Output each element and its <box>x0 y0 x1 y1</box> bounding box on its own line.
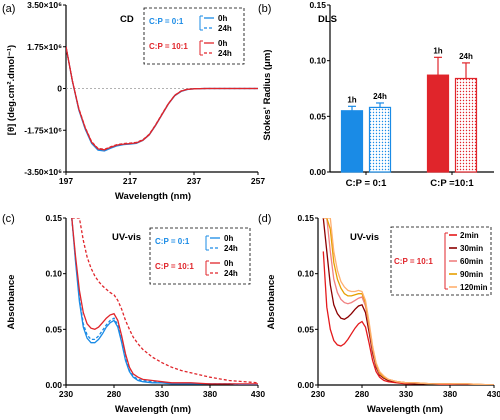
uv-d-x-tick-label: 330 <box>399 389 413 399</box>
cd-legend-entry: 0h <box>218 39 227 48</box>
uv-c-y-tick-label: 0.10 <box>45 269 62 279</box>
dls-y-tick-label: 0.10 <box>309 56 326 66</box>
cd-y-tick-label: -1.75×10⁶ <box>24 125 62 135</box>
dls-group-label: C:P =10:1 <box>430 178 474 189</box>
cd-y-axis-label: [θ] (deg.cm².dmol⁻¹) <box>6 45 17 135</box>
cd-y-tick-label: 1.75×10⁶ <box>27 42 62 52</box>
uv-c-y-tick-label: 0.15 <box>45 213 62 223</box>
panel-label-a: (a) <box>2 3 15 15</box>
uv-c-legend-bracket <box>205 260 209 276</box>
uv-c-line-10-124h <box>71 218 258 384</box>
uv-d-legend-entry: 90min <box>460 270 483 279</box>
uv-c-title: UV-vis <box>112 232 141 243</box>
cd-title: CD <box>120 14 134 25</box>
uv-d-x-tick-label: 430 <box>487 389 500 399</box>
dls-bar <box>454 77 478 173</box>
cd-x-tick-label: 217 <box>123 176 137 186</box>
cd-legend-entry: 24h <box>218 24 232 33</box>
uv-c-legend-entry: 24h <box>224 244 238 253</box>
uv-d-y-tick-label: 0.05 <box>297 324 314 334</box>
cd-legend-group-label: C:P = 10:1 <box>149 42 188 51</box>
uv-c-legend-entry: 24h <box>224 269 238 278</box>
uv-c-x-axis-label: Wavelength (nm) <box>115 404 191 415</box>
uv-c-legend-entry: 0h <box>224 234 233 243</box>
uv-d-legend-entry: 120min <box>460 283 488 292</box>
uv-d-legend-bracket <box>444 232 448 290</box>
uv-c-line-0-124h <box>71 218 258 385</box>
uv-c-x-tick-label: 430 <box>251 389 265 399</box>
dls-chart: DLS Stokes' Radius (μm) 0.00 0.05 0.10 0.15… <box>262 0 494 189</box>
uv-c-line-10-10h <box>71 218 258 385</box>
uv-c-y-axis-label: Absorbance <box>6 275 17 330</box>
dls-bar <box>368 106 392 173</box>
uv-c-x-tick-label: 380 <box>203 389 217 399</box>
uv-d-legend-entry: 2min <box>460 231 479 240</box>
cd-y-tick-label: 0 <box>57 84 62 94</box>
cd-legend-entry: 24h <box>218 49 232 58</box>
uv-vis-chart-d: UV-vis Wavelength (nm) Absorbance 230 280… <box>266 213 500 415</box>
uv-c-legend-box <box>149 227 251 285</box>
uv-d-legend-entry: 60min <box>460 257 483 266</box>
uv-d-y-axis-label: Absorbance <box>266 275 277 330</box>
uv-c-x-tick-label: 280 <box>107 389 121 399</box>
cd-legend-bracket <box>199 15 203 31</box>
dls-group-label: C:P = 0:1 <box>346 178 387 189</box>
uv-c-x-tick-label: 230 <box>59 389 73 399</box>
uv-vis-chart-c: UV-vis Wavelength (nm) Absorbance 230 280… <box>6 213 265 415</box>
uv-d-x-tick-label: 380 <box>443 389 457 399</box>
dls-title: DLS <box>318 14 337 25</box>
uv-d-legend-group-label: C:P = 10:1 <box>394 257 433 266</box>
uv-d-legend-entry: 30min <box>460 244 483 253</box>
cd-x-tick-label: 237 <box>187 176 201 186</box>
cd-chart: CD Wavelength (nm) [θ] (deg.cm².dmol⁻¹) … <box>6 0 265 202</box>
uv-d-x-axis-label: Wavelength (nm) <box>367 404 443 415</box>
dls-bar-label: 24h <box>459 52 473 61</box>
dls-bar-label: 24h <box>373 92 387 101</box>
cd-x-tick-label: 257 <box>251 176 265 186</box>
uv-c-legend-bracket <box>205 235 209 251</box>
panel-label-d: (d) <box>258 213 271 225</box>
panel-label-c: (c) <box>2 213 15 225</box>
cd-y-tick-label: -3.50×10⁶ <box>24 167 62 177</box>
dls-y-tick-label: 0.15 <box>309 0 326 10</box>
dls-y-axis-label: Stokes' Radius (μm) <box>262 50 273 141</box>
uv-d-y-tick-label: 0.10 <box>297 269 314 279</box>
dls-y-tick-label: 0.00 <box>309 167 326 177</box>
uv-c-y-tick-label: 0.05 <box>45 324 62 334</box>
uv-d-line-120min <box>323 218 494 385</box>
uv-c-y-tick-label: 0.00 <box>45 380 62 390</box>
uv-c-legend-entry: 0h <box>224 259 233 268</box>
uv-d-y-tick-label: 0.15 <box>297 213 314 223</box>
panel-label-b: (b) <box>258 3 271 15</box>
uv-d-x-tick-label: 280 <box>355 389 369 399</box>
cd-legend-entry: 0h <box>218 14 227 23</box>
dls-bar <box>340 110 364 173</box>
uv-d-y-tick-label: 0.00 <box>297 380 314 390</box>
uv-c-legend-group-label: C:P = 0:1 <box>155 237 190 246</box>
cd-legend-box <box>143 7 245 65</box>
dls-y-tick-label: 0.05 <box>309 111 326 121</box>
uv-d-legend-box <box>390 226 492 296</box>
uv-c-legend-group-label: C:P = 10:1 <box>155 262 194 271</box>
dls-bar <box>426 74 450 173</box>
cd-x-axis-label: Wavelength (nm) <box>115 191 191 202</box>
uv-d-x-tick-label: 230 <box>311 389 325 399</box>
uv-d-line-30min <box>322 218 494 385</box>
cd-x-tick-label: 197 <box>59 176 73 186</box>
cd-legend-bracket <box>199 40 203 56</box>
cd-line-10-124h <box>66 46 258 150</box>
cd-legend-group-label: C:P = 0:1 <box>149 17 184 26</box>
cd-y-tick-label: 3.50×10⁶ <box>27 0 62 10</box>
uv-d-title: UV-vis <box>350 232 379 243</box>
dls-bar-label: 1h <box>347 95 356 104</box>
uv-c-x-tick-label: 330 <box>155 389 169 399</box>
dls-bar-label: 1h <box>433 46 442 55</box>
